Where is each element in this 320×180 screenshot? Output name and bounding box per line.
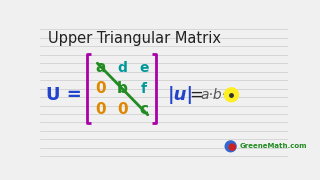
Text: 0: 0 — [95, 102, 106, 117]
Text: c: c — [139, 102, 148, 117]
Text: b: b — [117, 81, 128, 96]
Text: f: f — [141, 82, 147, 96]
Text: U =: U = — [46, 86, 82, 104]
Text: d: d — [117, 61, 127, 75]
Circle shape — [225, 141, 236, 152]
Text: a: a — [95, 60, 106, 75]
Circle shape — [224, 88, 238, 102]
Text: 0: 0 — [117, 102, 127, 117]
Text: Upper Triangular Matrix: Upper Triangular Matrix — [48, 31, 221, 46]
Circle shape — [229, 144, 235, 150]
Text: =: = — [189, 86, 204, 104]
Text: GreeneMath.com: GreeneMath.com — [239, 143, 307, 149]
Text: a·b·: a·b· — [200, 88, 227, 102]
Text: 0: 0 — [95, 81, 106, 96]
Text: |u|: |u| — [168, 86, 194, 104]
Text: e: e — [139, 61, 148, 75]
